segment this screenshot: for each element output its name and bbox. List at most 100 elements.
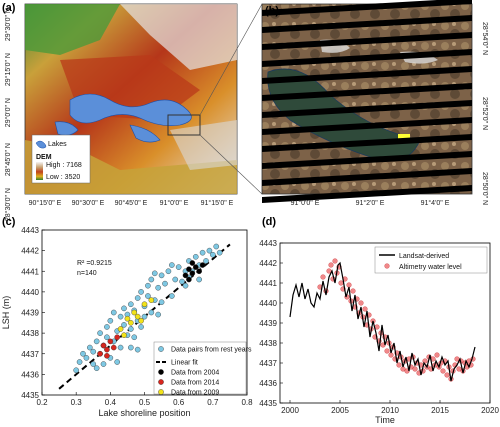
data-point [131,334,138,341]
data-point [175,264,182,270]
panel-d-label: (d) [262,216,276,228]
altimetry-point [412,366,418,372]
lat-label: 28°52'0" N [481,97,489,130]
connector-line-top [199,3,263,116]
legend-marker [158,389,164,395]
landsat-line [289,261,476,382]
data-point [216,249,223,256]
data-point [128,320,134,326]
data-point [148,297,155,303]
data-point [145,293,151,299]
x-tick-label: 2000 [281,406,299,415]
legend-dem-high: High : 7168 [46,162,82,169]
data-point [131,309,138,316]
data-point [169,262,175,268]
data-point [196,276,202,283]
data-point [151,270,158,277]
legend-label: Data from 2009 [171,390,219,397]
connector-line-bottom [199,134,263,195]
data-point [182,282,189,289]
y-tick-label: 4443 [21,226,39,235]
legend-box [374,246,488,274]
scanline-gap [262,185,472,203]
y-tick-label: 4438 [259,339,277,348]
y-tick-label: 4436 [259,379,277,388]
data-point [148,276,155,283]
panel-b: (b) 28°54'0" N 28°52'0" N 28°50'0" N 91°0'… [261,0,489,207]
panel-b-satellite-image [261,0,473,203]
data-point [192,254,199,260]
legend-label: Data pairs from rest years [171,347,252,354]
panel-a-label: (a) [2,2,16,14]
legend-marker [158,379,164,385]
data-point [110,344,117,351]
legend-label: Altimetry water level [399,264,462,271]
legend-box [153,341,247,395]
data-point [90,361,97,367]
data-point [141,313,148,320]
panel-b-label: (b) [265,5,279,17]
y-tick-label: 4440 [21,288,39,297]
altimetry-point [328,262,334,268]
data-point [104,346,110,353]
legend-dem-title: DEM [36,154,52,161]
y-tick-label: 4435 [259,399,277,408]
scatter-chart: 0.2 0.3 0.4 0.5 0.6 0.7 0.8 4435 4436 4437 4438 443… [1,226,253,418]
y-tick-label: 4441 [21,267,39,276]
data-point [117,326,124,332]
panel-a-lon-labels: 90°15'0" E 90°30'0" E 90°45'0" E 91°0'0" E 9… [29,199,234,207]
data-point [189,260,196,266]
data-point [145,282,151,289]
data-point [206,247,213,254]
data-point [114,359,120,365]
x-tick-label: 2020 [481,406,499,415]
data-point [76,359,83,365]
lat-label: 28°50'0" N [481,172,489,205]
data-point [100,361,107,367]
x-axis-label: Time [375,415,395,425]
scanline-gap [262,49,472,67]
data-point [93,338,100,345]
panel-c-label: (c) [2,216,16,228]
data-point [162,280,168,287]
legend-lakes-label: Lakes [48,141,67,148]
data-point [107,338,114,345]
legend-marker [158,369,164,375]
data-point [172,276,179,283]
altimetry-point [358,300,364,306]
data-point [104,334,110,341]
data-point [121,305,127,312]
lon-label: 91°2'0" E [356,199,385,207]
data-point [199,249,206,256]
altimetry-point [338,280,344,286]
data-point [158,299,165,305]
data-point [117,313,124,320]
lon-label: 91°15'0" E [201,199,234,207]
altimetry-point [422,358,428,364]
x-tick-label: 0.7 [207,398,219,407]
data-point [83,355,90,361]
lon-label: 90°30'0" E [72,199,105,207]
data-point [141,301,148,308]
altimetry-point [440,368,446,374]
lon-label: 90°45'0" E [115,199,148,207]
data-point [182,272,189,279]
data-point [121,332,127,338]
legend-label: Data from 2014 [171,380,219,387]
altimetry-point [384,348,390,354]
scanline-gap [262,0,472,16]
data-point [121,322,127,328]
data-point [189,270,196,277]
data-point [210,251,216,258]
lake-legend-icon [35,140,47,149]
data-point [179,278,185,285]
y-tick-label: 4439 [21,309,39,318]
y-axis-label: LSH (m) [1,296,11,330]
data-point [128,301,134,308]
data-point [155,311,161,318]
y-tick-label: 4442 [259,259,277,268]
lake-outline [267,68,421,162]
data-point [97,350,103,357]
lake-shape [69,93,192,126]
